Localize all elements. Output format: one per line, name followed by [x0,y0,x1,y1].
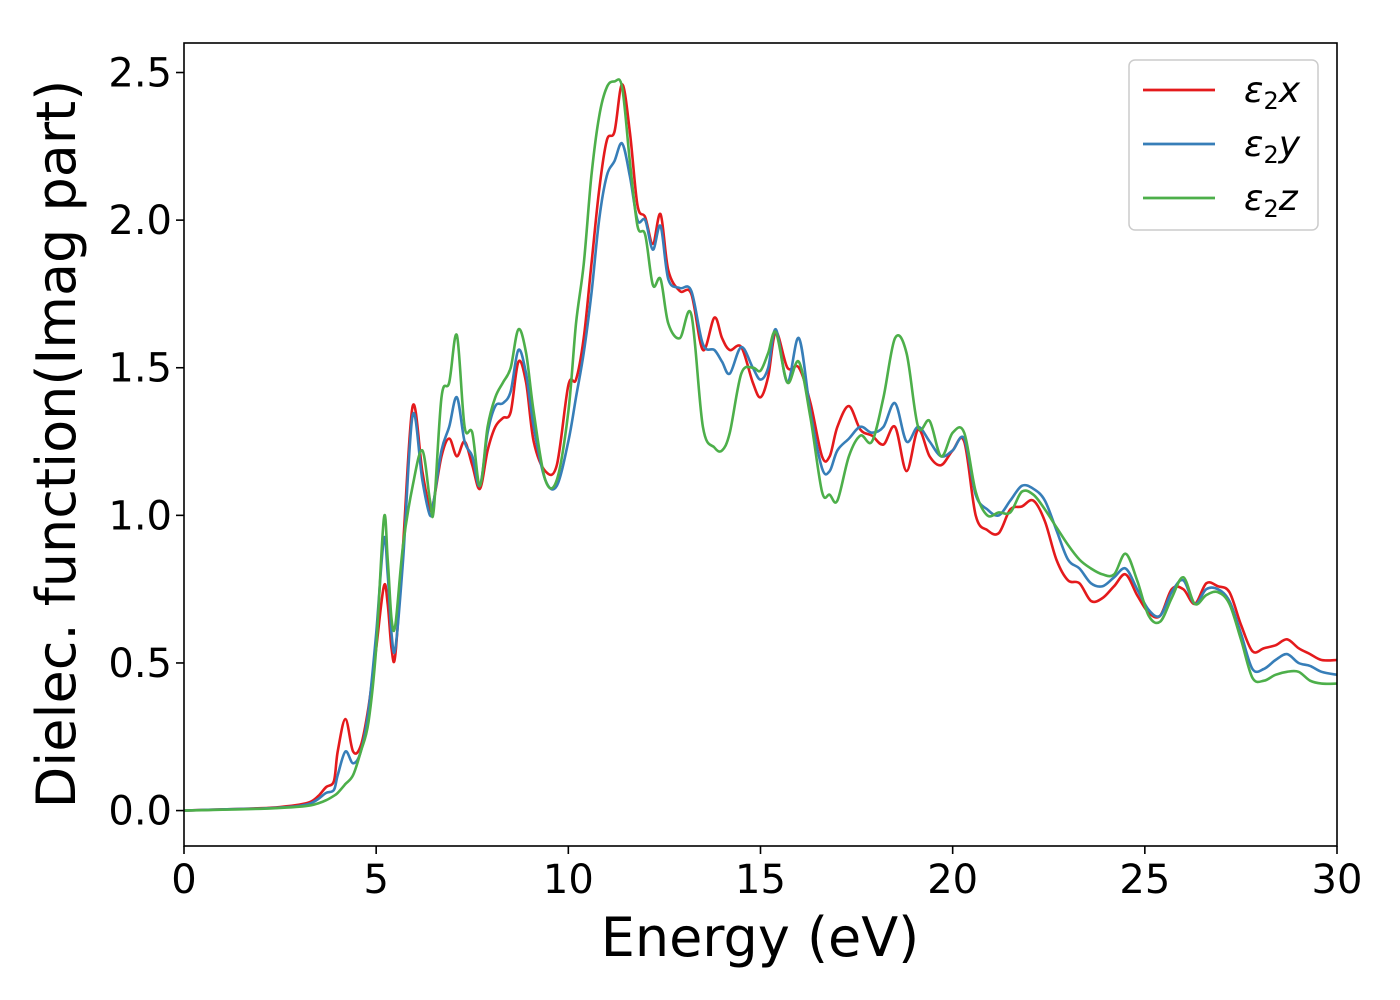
legend: ε2x ε2y ε2z [1128,59,1319,231]
series-line-y [184,141,1337,812]
x-axis-label: Energy (eV) [601,906,920,969]
y-tick-label: 0.5 [108,641,172,687]
series-line-z [184,78,1337,812]
x-tick-label: 0 [171,857,196,903]
legend-label-y: ε2y [1244,124,1301,169]
series-layer [184,78,1337,812]
x-tick-label: 5 [363,857,388,903]
x-tick-label: 20 [927,857,978,903]
x-tick-label: 15 [735,857,786,903]
y-tick-label: 1.5 [108,346,172,392]
legend-label-x: ε2x [1244,70,1301,115]
legend-box [1128,59,1319,231]
y-tick-label: 0.0 [108,789,172,835]
y-tick-label: 1.0 [108,493,172,539]
x-tick-label: 10 [543,857,594,903]
y-axis: 0.0 0.5 1.0 1.5 2.0 2.5 [108,51,184,835]
legend-label-z: ε2z [1244,178,1299,223]
y-axis-label: Dielec. function(Imag part) [25,80,88,809]
y-tick-label: 2.5 [108,51,172,97]
y-tick-label: 2.0 [108,198,172,244]
x-tick-label: 25 [1119,857,1170,903]
x-axis: 0 5 10 15 20 25 30 [171,846,1362,903]
x-tick-label: 30 [1312,857,1363,903]
